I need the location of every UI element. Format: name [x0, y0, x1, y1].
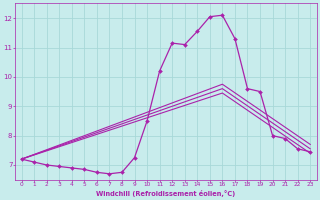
X-axis label: Windchill (Refroidissement éolien,°C): Windchill (Refroidissement éolien,°C): [96, 190, 236, 197]
